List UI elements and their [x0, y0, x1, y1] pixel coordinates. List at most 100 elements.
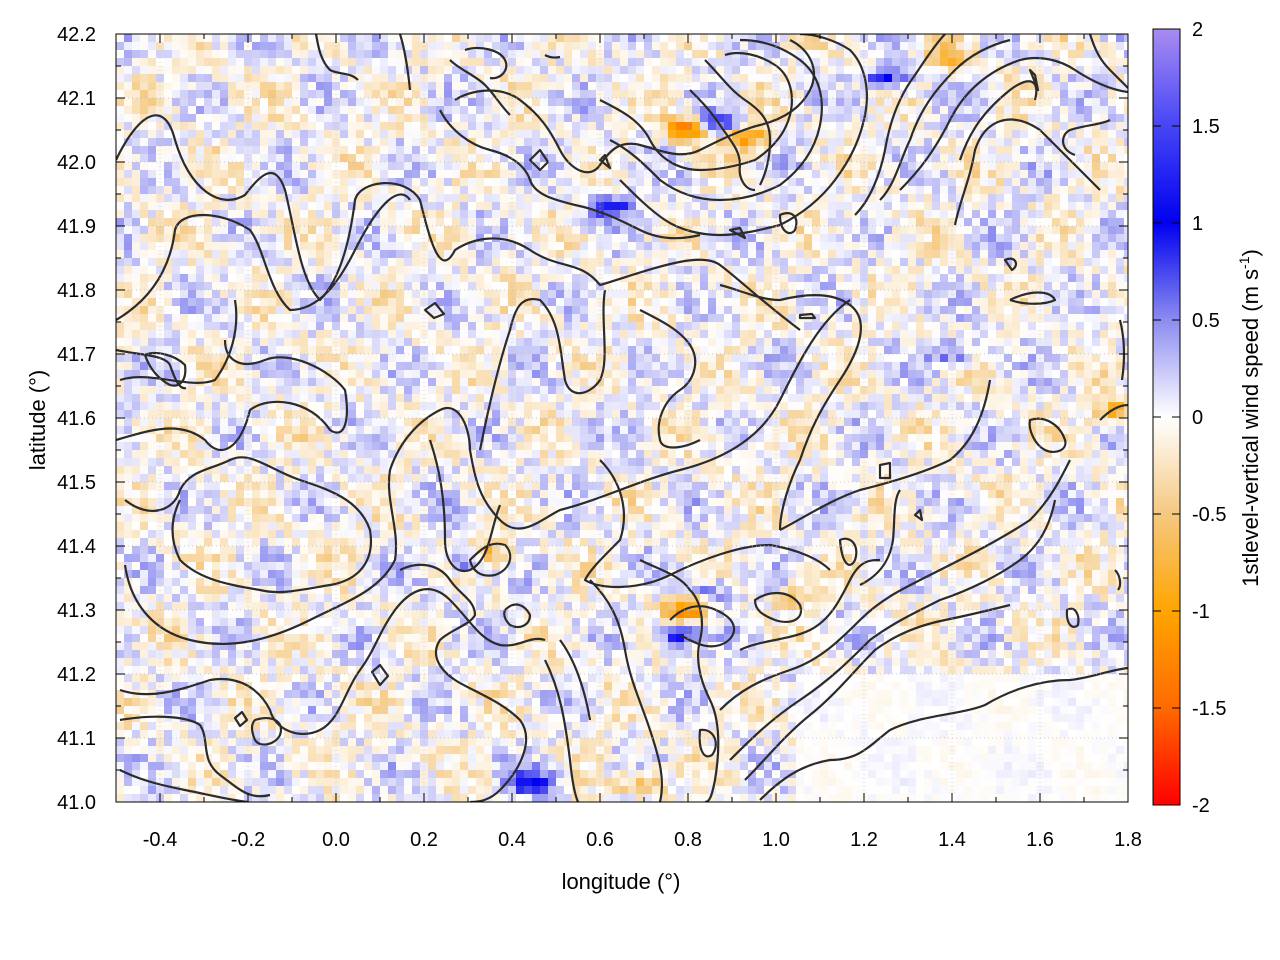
- heatmap-cell: [980, 218, 989, 227]
- heatmap-cell: [468, 146, 477, 155]
- heatmap-cell: [172, 330, 181, 339]
- heatmap-cell: [764, 226, 773, 235]
- heatmap-cell: [796, 266, 805, 275]
- heatmap-cell: [580, 194, 589, 203]
- heatmap-cell: [140, 282, 149, 291]
- heatmap-cell: [236, 298, 245, 307]
- heatmap-cell: [740, 258, 749, 267]
- heatmap-cell: [236, 58, 245, 67]
- heatmap-cell: [932, 218, 941, 227]
- heatmap-cell: [700, 74, 709, 83]
- heatmap-cell: [908, 162, 917, 171]
- heatmap-cell: [364, 258, 373, 267]
- heatmap-cell: [1068, 82, 1077, 91]
- heatmap-cell: [500, 170, 509, 179]
- heatmap-cell: [204, 50, 213, 59]
- heatmap-cell: [980, 322, 989, 331]
- heatmap-cell: [548, 82, 557, 91]
- heatmap-cell: [964, 66, 973, 75]
- heatmap-cell: [716, 186, 725, 195]
- heatmap-cell: [204, 58, 213, 67]
- heatmap-cell: [748, 178, 757, 187]
- heatmap-cell: [212, 290, 221, 299]
- heatmap-cell: [364, 234, 373, 243]
- heatmap-cell: [732, 282, 741, 291]
- heatmap-cell: [748, 282, 757, 291]
- heatmap-cell: [324, 170, 333, 179]
- heatmap-cell: [636, 50, 645, 59]
- heatmap-cell: [516, 282, 525, 291]
- heatmap-cell: [268, 162, 277, 171]
- heatmap-cell: [836, 66, 845, 75]
- heatmap-cell: [1084, 66, 1093, 75]
- heatmap-cell: [404, 146, 413, 155]
- heatmap-cell: [636, 98, 645, 107]
- heatmap-cell: [1100, 290, 1109, 299]
- heatmap-cell: [164, 194, 173, 203]
- heatmap-cell: [196, 274, 205, 283]
- heatmap-cell: [820, 234, 829, 243]
- heatmap-cell: [692, 34, 701, 43]
- heatmap-cell: [1092, 250, 1101, 259]
- heatmap-cell: [700, 210, 709, 219]
- heatmap-cell: [524, 106, 533, 115]
- heatmap-cell: [628, 66, 637, 75]
- heatmap-cell: [548, 290, 557, 299]
- heatmap-cell: [796, 130, 805, 139]
- heatmap-cell: [836, 210, 845, 219]
- heatmap-cell: [116, 50, 125, 59]
- heatmap-cell: [404, 346, 413, 355]
- heatmap-cell: [668, 298, 677, 307]
- heatmap-cell: [588, 42, 597, 51]
- heatmap-cell: [308, 90, 317, 99]
- heatmap-cell: [212, 50, 221, 59]
- heatmap-cell: [604, 34, 613, 43]
- heatmap-cell: [380, 154, 389, 163]
- heatmap-cell: [996, 50, 1005, 59]
- heatmap-cell: [356, 34, 365, 43]
- heatmap-cell: [292, 298, 301, 307]
- heatmap-cell: [452, 274, 461, 283]
- heatmap-cell: [580, 58, 589, 67]
- heatmap-cell: [724, 90, 733, 99]
- heatmap-cell: [908, 330, 917, 339]
- heatmap-cell: [828, 186, 837, 195]
- heatmap-cell: [756, 290, 765, 299]
- heatmap-cell: [804, 242, 813, 251]
- heatmap-cell: [236, 330, 245, 339]
- heatmap-cell: [572, 306, 581, 315]
- heatmap-cell: [708, 170, 717, 179]
- heatmap-cell: [940, 330, 949, 339]
- heatmap-cell: [364, 226, 373, 235]
- heatmap-cell: [436, 66, 445, 75]
- heatmap-cell: [756, 274, 765, 283]
- heatmap-cell: [580, 242, 589, 251]
- heatmap-cell: [1100, 186, 1109, 195]
- heatmap-cell: [172, 82, 181, 91]
- heatmap-cell: [724, 338, 733, 347]
- heatmap-cell: [748, 114, 757, 123]
- heatmap-cell: [364, 50, 373, 59]
- heatmap-cell: [1084, 250, 1093, 259]
- heatmap-cell: [636, 290, 645, 299]
- heatmap-cell: [844, 58, 853, 67]
- heatmap-cell: [1068, 306, 1077, 315]
- heatmap-cell: [324, 274, 333, 283]
- heatmap-cell: [1044, 178, 1053, 187]
- heatmap-cell: [716, 242, 725, 251]
- heatmap-cell: [484, 258, 493, 267]
- heatmap-cell: [676, 122, 685, 131]
- heatmap-cell: [876, 74, 885, 83]
- heatmap-cell: [484, 242, 493, 251]
- heatmap-cell: [124, 298, 133, 307]
- heatmap-cell: [892, 226, 901, 235]
- heatmap-cell: [324, 258, 333, 267]
- heatmap-cell: [188, 50, 197, 59]
- heatmap-cell: [668, 50, 677, 59]
- heatmap-cell: [1020, 58, 1029, 67]
- heatmap-cell: [956, 282, 965, 291]
- heatmap-cell: [220, 42, 229, 51]
- heatmap-cell: [492, 82, 501, 91]
- heatmap-cell: [836, 130, 845, 139]
- heatmap-cell: [940, 258, 949, 267]
